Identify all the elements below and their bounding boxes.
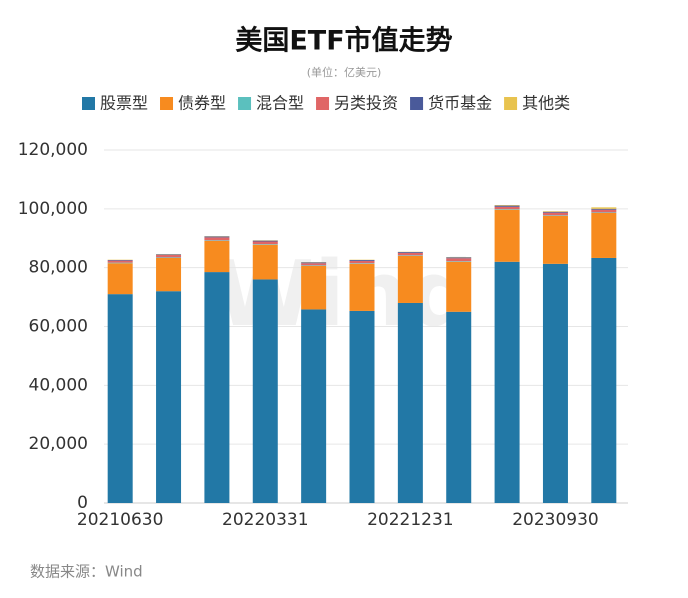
bar-segment [494, 261, 520, 503]
bar-segment [204, 236, 230, 238]
y-tick-label: 80,000 [29, 258, 88, 278]
bar-segment [204, 272, 230, 503]
x-tick-label: 20210630 [77, 510, 164, 530]
bar-segment [397, 252, 423, 256]
bar-segment [107, 260, 133, 261]
bar-segment [542, 215, 568, 216]
bar-segment [252, 241, 278, 245]
bar-segment [349, 263, 375, 311]
bar-segment [542, 212, 568, 216]
bar-segment [156, 257, 182, 258]
legend-label: 股票型 [100, 94, 148, 113]
bar-segment [494, 206, 520, 210]
bar-segment [591, 207, 617, 209]
y-tick-label: 100,000 [18, 199, 88, 219]
bar-segment [301, 263, 327, 266]
bar-segment [301, 262, 327, 264]
bar-segment [542, 263, 568, 503]
bar-segment [301, 309, 327, 503]
bar-segment [252, 244, 278, 245]
bar-segment [542, 211, 568, 213]
legend-swatch [160, 97, 174, 110]
bar-segment [494, 209, 520, 210]
bar-segment [494, 205, 520, 207]
bar-segment [591, 212, 617, 258]
bar-segment [397, 252, 423, 253]
bar-segment [446, 261, 472, 312]
bar-segment [591, 212, 617, 213]
chart-title: 美国ETF市值走势 [235, 25, 452, 57]
bar-segment [156, 255, 182, 258]
bar-segment [542, 211, 568, 212]
bar-segment [349, 263, 375, 264]
bar-segment [397, 255, 423, 303]
legend-swatch [316, 97, 330, 110]
bar-segment [446, 257, 472, 259]
source-note: 数据来源：Wind [30, 563, 143, 581]
bar-segment [107, 263, 133, 295]
bar-segment [397, 255, 423, 256]
y-tick-label: 0 [77, 493, 88, 513]
bar-segment [494, 209, 520, 262]
bar-segment [446, 261, 472, 262]
bar-segment [349, 260, 375, 264]
bar-segment [107, 294, 133, 503]
y-tick-label: 40,000 [29, 375, 88, 395]
bar-segment [252, 279, 278, 503]
legend-swatch [410, 97, 424, 110]
legend-label: 债券型 [178, 94, 226, 113]
bar-segment [301, 265, 327, 310]
y-tick-label: 20,000 [29, 434, 88, 454]
bar-segment [349, 260, 375, 261]
bar-segment [252, 244, 278, 280]
bar-segment [204, 240, 230, 241]
bar-segment [446, 258, 472, 262]
bar-segment [156, 254, 182, 256]
legend-label: 另类投资 [334, 94, 398, 113]
bar-segment [349, 310, 375, 503]
bar-segment [156, 257, 182, 292]
bar-segment [591, 208, 617, 210]
legend-swatch [82, 97, 95, 110]
bar-segment [156, 291, 182, 503]
legend-label: 混合型 [256, 94, 304, 113]
legend-swatch [504, 97, 518, 110]
bar-segment [446, 311, 472, 503]
bar-segment [397, 302, 423, 503]
bar-segment [301, 265, 327, 266]
bar-segment [204, 237, 230, 241]
y-tick-label: 120,000 [18, 140, 88, 160]
bar-segment [204, 240, 230, 273]
bar-segment [494, 205, 520, 206]
legend-label: 其他类 [522, 94, 570, 113]
bar-segment [107, 260, 133, 263]
bar-segment [591, 209, 617, 213]
bar-segment [252, 240, 278, 242]
x-tick-label: 20220331 [222, 510, 309, 530]
x-tick-label: 20221231 [367, 510, 454, 530]
legend-label: 货币基金 [428, 94, 492, 113]
bar-segment [542, 215, 568, 264]
chart-subtitle: (单位：亿美元) [307, 65, 382, 79]
x-tick-label: 20230930 [512, 510, 599, 530]
bar-segment [107, 262, 133, 264]
bar-segment [591, 257, 617, 503]
legend-swatch [238, 97, 252, 110]
y-tick-label: 60,000 [29, 317, 88, 337]
